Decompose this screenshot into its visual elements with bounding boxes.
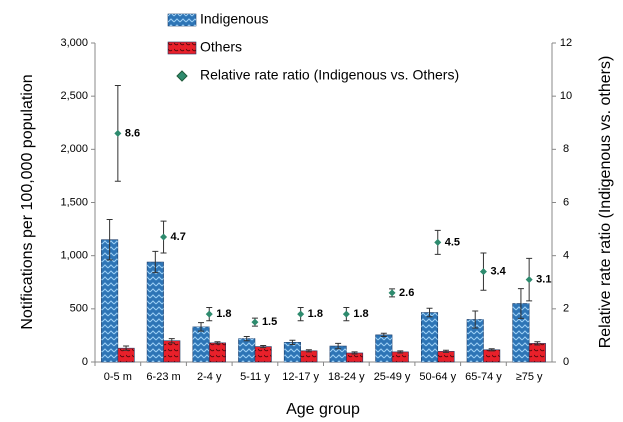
error-bar [442, 349, 449, 353]
error-bar [426, 307, 433, 318]
error-bar [380, 332, 387, 337]
y2-tick-label: 6 [563, 196, 569, 208]
bar-pattern [346, 352, 363, 362]
error-bar [106, 219, 113, 261]
bar-pattern [529, 343, 546, 362]
x-tick-label: 50-64 y [419, 371, 456, 383]
point [160, 233, 168, 241]
y2-tick-label: 8 [563, 143, 569, 155]
error-bar [289, 339, 296, 345]
point [388, 289, 396, 297]
bar-pattern [101, 239, 118, 362]
y-tick-label: 2,000 [60, 143, 88, 155]
error-bar [351, 351, 358, 355]
value-label: 1.8 [308, 308, 323, 320]
bar-pattern [512, 303, 530, 362]
x-axis-title: Age group [286, 401, 360, 418]
bar-pattern [238, 338, 255, 362]
bar-pattern [466, 319, 484, 362]
bar-pattern [483, 349, 500, 362]
bar-pattern [284, 342, 301, 362]
point [251, 318, 259, 326]
point [114, 129, 122, 137]
y2-tick-label: 2 [563, 303, 569, 315]
point [434, 238, 442, 246]
error-bar [305, 349, 312, 353]
error-bar [168, 338, 175, 344]
y-tick-label: 2,500 [60, 90, 88, 102]
bar-pattern [147, 262, 164, 362]
point [297, 310, 305, 318]
error-bar [152, 250, 159, 274]
x-tick-label: 12-17 y [282, 371, 319, 383]
bar-pattern [375, 334, 393, 362]
error-bar [335, 342, 342, 350]
point [205, 310, 213, 318]
x-tick-label: 2-4 y [197, 371, 222, 383]
error-bar [123, 345, 130, 351]
error-bar [517, 288, 524, 319]
value-label: 4.7 [171, 231, 186, 243]
bar-pattern [163, 340, 181, 362]
value-label: 1.8 [216, 308, 231, 320]
bar-pattern [209, 342, 226, 362]
x-tick-label: 18-24 y [328, 371, 365, 383]
legend-label: Others [200, 39, 242, 55]
y2-tick-label: 10 [560, 90, 572, 102]
y2-tick-label: 0 [563, 356, 569, 368]
bar-pattern [392, 351, 409, 362]
value-label: 1.5 [262, 316, 277, 328]
point [342, 310, 350, 318]
point [525, 276, 533, 284]
error-bar [397, 350, 404, 354]
y2-axis-title: Relative rate ratio (Indigenous vs. othe… [597, 56, 614, 349]
error-bar [534, 341, 541, 346]
y2-tick-label: 4 [563, 250, 569, 262]
y-tick-label: 3,000 [60, 37, 88, 49]
x-tick-label: 6-23 m [146, 371, 180, 383]
x-tick-label: 0-5 m [104, 371, 132, 383]
bar-pattern [300, 350, 318, 362]
y-axis-title: Notifications per 100,000 population [19, 74, 36, 329]
legend-pattern [168, 42, 196, 54]
error-bar [488, 348, 495, 352]
value-label: 8.6 [125, 127, 140, 139]
error-bar [260, 345, 267, 349]
y2-tick-label: 12 [560, 37, 572, 49]
value-label: 3.1 [536, 273, 551, 285]
legend-swatch [176, 70, 188, 82]
bar-pattern [421, 312, 438, 362]
legend-label: Relative rate ratio (Indigenous vs. Othe… [200, 67, 459, 83]
error-bar [243, 335, 250, 342]
bar-pattern [329, 346, 347, 362]
error-bar [472, 310, 479, 329]
value-label: 1.8 [353, 308, 368, 320]
point [479, 268, 487, 276]
x-tick-label: ≥75 y [516, 371, 543, 383]
bar-pattern [117, 348, 135, 362]
legend-pattern [168, 14, 196, 26]
y-tick-label: 1,000 [60, 250, 88, 262]
bar-pattern [192, 326, 210, 362]
x-tick-label: 65-74 y [465, 371, 502, 383]
y-tick-label: 0 [82, 356, 88, 368]
legend-label: Indigenous [200, 11, 269, 27]
value-label: 2.6 [399, 287, 414, 299]
y-tick-label: 500 [70, 303, 88, 315]
bar-pattern [254, 346, 272, 362]
bar-pattern [437, 351, 455, 362]
value-label: 3.4 [490, 266, 506, 278]
error-bar [214, 341, 221, 345]
x-tick-label: 25-49 y [374, 371, 411, 383]
x-tick-label: 5-11 y [240, 371, 270, 383]
error-bar [198, 322, 205, 332]
y-tick-label: 1,500 [60, 196, 88, 208]
value-label: 4.5 [445, 236, 460, 248]
